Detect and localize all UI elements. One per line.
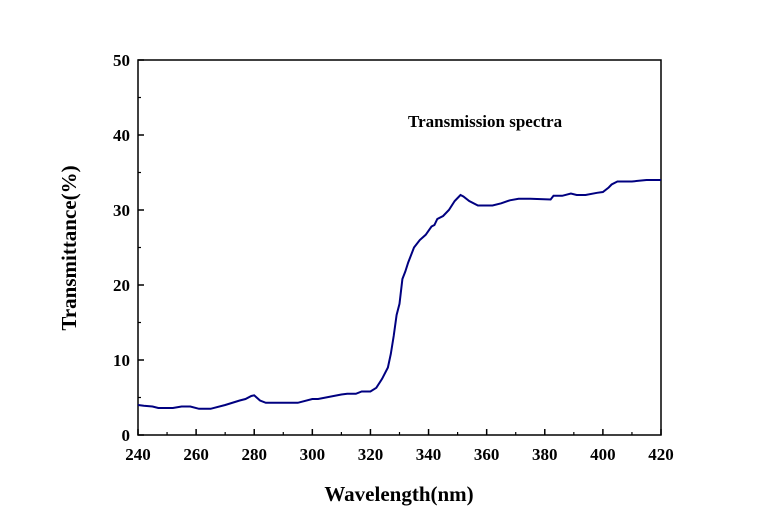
series-line [137, 179, 661, 410]
plot-frame [137, 59, 662, 436]
x-tick-label: 320 [358, 445, 384, 464]
y-tick-label: 50 [113, 51, 130, 70]
annotation: Transmission spectra [408, 112, 563, 131]
x-axis-label: Wavelength(nm) [324, 482, 473, 506]
x-tick-label: 380 [532, 445, 558, 464]
y-tick-label: 10 [113, 351, 130, 370]
x-tick-label: 360 [474, 445, 500, 464]
x-tick-label: 240 [125, 445, 151, 464]
x-tick-label: 260 [183, 445, 209, 464]
y-tick-label: 30 [113, 201, 130, 220]
x-tick-label: 340 [416, 445, 442, 464]
x-tick-label: 280 [241, 445, 267, 464]
x-tick-label: 420 [648, 445, 674, 464]
y-tick-label: 0 [122, 426, 131, 445]
x-tick-label: 400 [590, 445, 616, 464]
y-axis-label: Transmittance(%) [57, 165, 81, 330]
y-tick-label: 40 [113, 126, 130, 145]
y-tick-label: 20 [113, 276, 130, 295]
x-tick-label: 300 [300, 445, 326, 464]
